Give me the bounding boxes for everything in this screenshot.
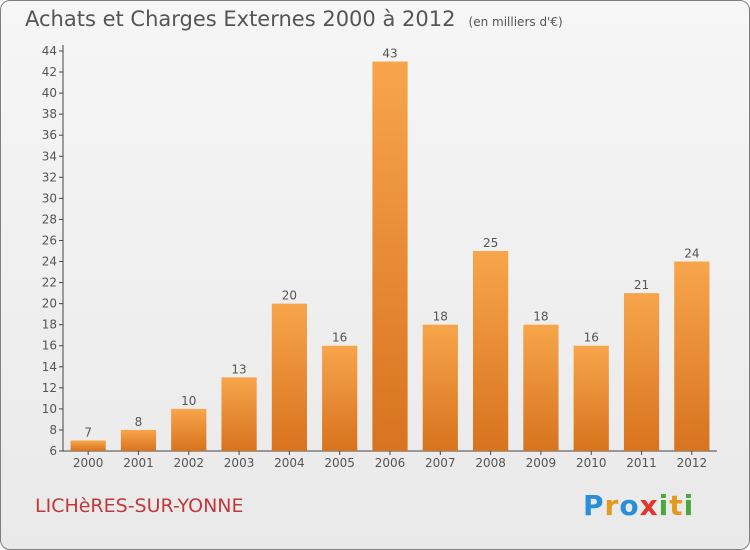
x-tick-label-2010: 2010 bbox=[576, 456, 607, 470]
y-tick-label: 44 bbox=[42, 44, 57, 58]
bar-2001 bbox=[120, 429, 157, 451]
x-axis: 2000 2001 2002 2003 2004 2005 2006 2007 2008 2009… bbox=[63, 450, 717, 470]
y-tick-label: 6 bbox=[49, 444, 57, 458]
bar-2011 bbox=[623, 293, 660, 451]
value-label-2004: 20 bbox=[282, 289, 297, 303]
y-tick-label: 12 bbox=[42, 381, 57, 395]
logo-letter: P bbox=[583, 489, 605, 522]
y-tick-label: 26 bbox=[42, 233, 57, 247]
x-tick-label-2005: 2005 bbox=[324, 456, 355, 470]
y-tick-label: 28 bbox=[42, 212, 57, 226]
x-tick-label-2011: 2011 bbox=[626, 456, 657, 470]
x-tick-label-2004: 2004 bbox=[274, 456, 305, 470]
y-axis: 6 8 10 12 14 16 18 20 22 24 26 28 30 32 34 36 38 40 42 44 bbox=[42, 44, 64, 458]
logo-letter: i bbox=[658, 489, 670, 522]
y-tick-label: 22 bbox=[42, 276, 57, 290]
bars bbox=[70, 61, 710, 452]
x-tick-label-2009: 2009 bbox=[526, 456, 557, 470]
bar-2003 bbox=[221, 377, 257, 451]
bar-2009 bbox=[523, 324, 559, 451]
value-labels: 7 8 10 13 20 16 43 18 25 18 16 21 24 bbox=[84, 47, 699, 440]
chart-title: Achats et Charges Externes 2000 à 2012 bbox=[25, 7, 456, 31]
bar-2004 bbox=[271, 303, 307, 451]
x-tick-label-2000: 2000 bbox=[73, 456, 104, 470]
bar-2006 bbox=[372, 61, 408, 452]
bar-2005 bbox=[322, 345, 358, 451]
y-tick-label: 34 bbox=[42, 149, 57, 163]
logo-letter: r bbox=[604, 489, 620, 522]
x-tick-label-2003: 2003 bbox=[224, 456, 255, 470]
x-tick-label-2008: 2008 bbox=[475, 456, 506, 470]
value-label-2001: 8 bbox=[135, 415, 143, 429]
value-label-2005: 16 bbox=[332, 331, 347, 345]
y-tick-label: 20 bbox=[42, 297, 57, 311]
y-tick-label: 18 bbox=[42, 318, 57, 332]
bar-2002 bbox=[171, 408, 207, 451]
y-tick-label: 32 bbox=[42, 170, 57, 184]
value-label-2007: 18 bbox=[433, 310, 448, 324]
y-tick-label: 38 bbox=[42, 107, 57, 121]
logo-letter: t bbox=[669, 489, 684, 522]
chart-subtitle: (en milliers d'€) bbox=[468, 15, 563, 29]
bar-2007 bbox=[422, 324, 458, 451]
x-tick-label-2002: 2002 bbox=[173, 456, 204, 470]
title-row: Achats et Charges Externes 2000 à 2012 (… bbox=[25, 7, 563, 31]
y-tick-label: 8 bbox=[49, 423, 57, 437]
value-label-2002: 10 bbox=[181, 394, 196, 408]
bar-2010 bbox=[573, 345, 609, 451]
value-label-2011: 21 bbox=[634, 278, 649, 292]
logo-letter: x bbox=[639, 489, 659, 522]
y-tick-label: 16 bbox=[42, 339, 57, 353]
x-tick-label-2001: 2001 bbox=[123, 456, 154, 470]
logo-letter: o bbox=[619, 489, 640, 522]
y-tick-label: 30 bbox=[42, 191, 57, 205]
value-label-2010: 16 bbox=[584, 331, 599, 345]
value-label-2000: 7 bbox=[84, 425, 92, 439]
y-tick-label: 14 bbox=[42, 360, 57, 374]
x-tick-label-2006: 2006 bbox=[375, 456, 406, 470]
value-label-2012: 24 bbox=[684, 247, 699, 261]
y-tick-label: 36 bbox=[42, 128, 57, 142]
logo-letter: i bbox=[683, 489, 695, 522]
value-label-2003: 13 bbox=[231, 362, 246, 376]
bar-2000 bbox=[70, 440, 106, 451]
value-label-2008: 25 bbox=[483, 236, 498, 250]
bar-2008 bbox=[473, 251, 509, 451]
value-label-2009: 18 bbox=[533, 310, 548, 324]
x-tick-label-2012: 2012 bbox=[677, 456, 708, 470]
y-tick-label: 40 bbox=[42, 86, 57, 100]
value-label-2006: 43 bbox=[382, 47, 397, 61]
y-tick-label: 10 bbox=[42, 402, 57, 416]
x-tick-label-2007: 2007 bbox=[425, 456, 456, 470]
proxiti-logo[interactable]: Proxiti bbox=[583, 489, 694, 522]
bar-2012 bbox=[674, 261, 710, 451]
y-tick-label: 24 bbox=[42, 255, 57, 269]
commune-name: LICHèRES-SUR-YONNE bbox=[35, 495, 244, 517]
y-tick-label: 42 bbox=[42, 65, 57, 79]
